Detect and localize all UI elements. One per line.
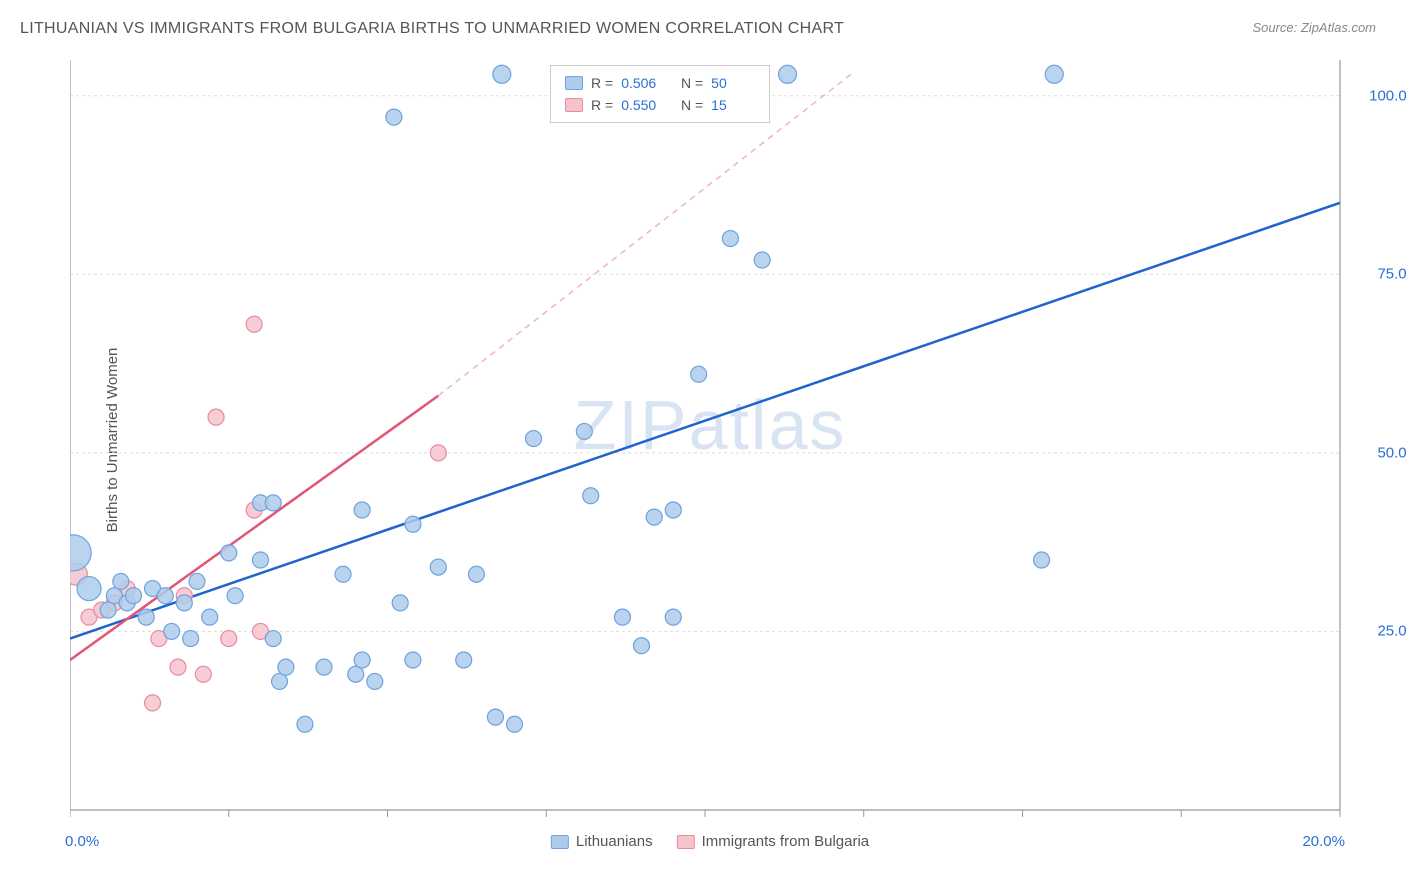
chart-container: Births to Unmarried Women ZIPatlas 25.0%…	[70, 60, 1350, 820]
scatter-plot	[70, 60, 1350, 820]
x-tick-label: 0.0%	[65, 833, 99, 850]
legend-row: R = 0.550 N = 15	[565, 94, 755, 116]
legend-row: R = 0.506 N = 50	[565, 72, 755, 94]
correlation-legend: R = 0.506 N = 50R = 0.550 N = 15	[550, 65, 770, 123]
y-tick-label: 100.0%	[1369, 87, 1406, 104]
source-attribution: Source: ZipAtlas.com	[1252, 20, 1376, 35]
legend-item: Immigrants from Bulgaria	[677, 833, 870, 850]
y-tick-label: 75.0%	[1377, 266, 1406, 283]
x-tick-label: 20.0%	[1302, 833, 1345, 850]
y-tick-label: 25.0%	[1377, 623, 1406, 640]
chart-title: LITHUANIAN VS IMMIGRANTS FROM BULGARIA B…	[20, 20, 1386, 38]
y-tick-label: 50.0%	[1377, 444, 1406, 461]
series-legend: Lithuanians Immigrants from Bulgaria	[551, 833, 869, 850]
legend-item: Lithuanians	[551, 833, 653, 850]
